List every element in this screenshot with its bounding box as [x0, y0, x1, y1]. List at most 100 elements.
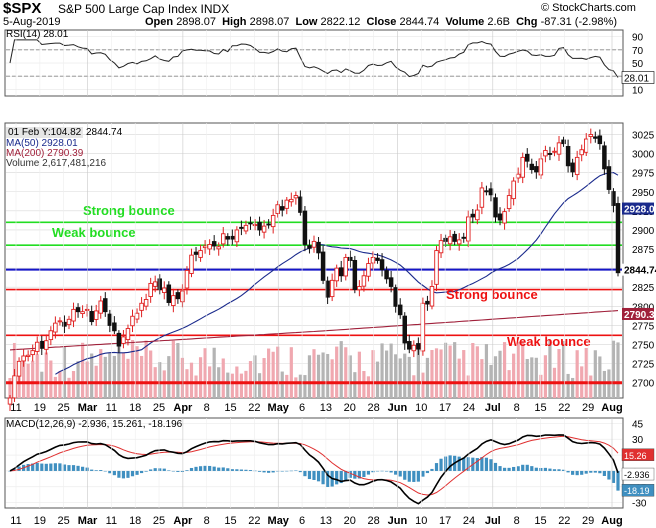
rsi-tick-label: 50	[632, 59, 644, 70]
volume-bar	[534, 357, 538, 398]
candle-body	[334, 267, 339, 282]
candle-body	[39, 340, 45, 349]
macd-x-tick-label: Aug	[601, 515, 622, 527]
volume-bar	[280, 371, 284, 398]
candle-body	[479, 187, 485, 208]
volume-bar	[226, 372, 230, 398]
volume-bar	[80, 342, 85, 398]
rsi-tick-label: 10	[632, 85, 644, 96]
candle-body	[488, 188, 494, 196]
volume-bar	[194, 375, 198, 398]
macd-histogram-bar	[298, 470, 302, 473]
candle-body	[189, 254, 194, 274]
price-x-tick-label: 25	[153, 402, 165, 414]
open-value: 2898.07	[176, 16, 216, 28]
candle-body	[443, 237, 448, 242]
macd-hist-tag	[621, 484, 655, 497]
candle-body	[130, 315, 135, 327]
macd-histogram-bar	[580, 470, 584, 475]
candle-body	[466, 216, 471, 242]
macd-histogram-bar	[121, 470, 126, 479]
macd-histogram-bar	[530, 466, 534, 471]
macd-histogram-bar	[276, 470, 280, 472]
volume-bar	[26, 363, 30, 398]
macd-histogram-bar	[507, 467, 511, 471]
candle-body	[248, 222, 253, 225]
macd-histogram-bar	[244, 469, 248, 471]
volume-bar	[312, 349, 316, 398]
macd-histogram-bar	[389, 470, 393, 473]
macd-histogram-bar	[430, 468, 434, 471]
macd-histogram-bar	[80, 466, 85, 471]
macd-histogram-bar	[552, 469, 557, 471]
candle-body	[148, 282, 153, 297]
candle-body	[48, 330, 54, 341]
volume-bar	[421, 372, 425, 398]
volume-bar	[611, 340, 616, 398]
candle-body	[511, 180, 516, 200]
candle-body	[579, 149, 584, 156]
candle-body	[25, 354, 31, 357]
volume-bar	[90, 353, 94, 398]
volume-bar	[267, 348, 271, 398]
volume-bar	[348, 355, 352, 398]
macd-x-tick-label: May	[268, 515, 290, 527]
price-x-tick-label: Apr	[173, 402, 193, 414]
candle-body	[30, 350, 35, 356]
candle-body	[316, 241, 321, 254]
volume-bar	[126, 358, 130, 398]
candle-body	[379, 259, 385, 271]
price-x-tick-label: May	[268, 402, 290, 414]
macd-histogram-bar	[593, 470, 597, 473]
candle-body	[21, 355, 26, 362]
candle-body	[561, 139, 566, 145]
copyright: © StockCharts.com	[541, 2, 636, 14]
macd-histogram-bar	[335, 470, 339, 485]
ma50-legend: MA(50) 2928.01	[6, 138, 78, 149]
volume-bar	[289, 347, 293, 398]
candle-body	[534, 166, 539, 173]
candle-body	[302, 210, 308, 245]
candle-body	[166, 284, 172, 303]
annotation-label: Strong bounce	[446, 287, 538, 302]
volume-bar	[584, 347, 588, 398]
volume-bar	[203, 348, 207, 398]
candle-body	[420, 302, 426, 352]
price-x-tick-label: 22	[248, 402, 260, 414]
macd-histogram-bar	[203, 465, 207, 471]
macd-x-tick-label: 17	[439, 515, 451, 527]
candle-body	[570, 162, 575, 173]
price-x-tick-label: Jun	[388, 402, 408, 414]
macd-histogram-bar	[571, 470, 575, 475]
high-label: High	[222, 16, 247, 28]
high-value: 2898.07	[249, 16, 290, 28]
price-value: 2844.74	[86, 127, 123, 138]
candle-body	[211, 241, 217, 247]
macd-histogram-bar	[475, 458, 479, 471]
close-tag	[622, 263, 654, 276]
ohlc-summary: Open 2898.07 High 2898.07 Low 2822.12 Cl…	[145, 16, 617, 28]
price-tick-label: 2700	[632, 379, 655, 390]
volume-bar	[443, 342, 448, 398]
volume-bar	[230, 373, 234, 398]
volume-bar	[31, 360, 35, 398]
price-tick-label: 2950	[632, 188, 655, 199]
macd-histogram-bar	[217, 467, 221, 471]
macd-histogram-bar	[512, 466, 516, 471]
macd-macd-tag	[621, 467, 655, 481]
candle-body	[93, 310, 99, 320]
macd-histogram-bar	[135, 470, 139, 475]
volume-bar	[571, 377, 575, 398]
macd-histogram-bar	[480, 457, 484, 471]
candle-body	[7, 397, 13, 405]
volume-bar	[539, 374, 543, 398]
volume-bar	[130, 340, 135, 398]
candle-body	[547, 153, 553, 155]
price-x-tick-label: 10	[415, 402, 427, 414]
macd-x-tick-label: 19	[34, 515, 46, 527]
macd-x-tick-label: 8	[514, 515, 520, 527]
candle-body	[411, 344, 417, 352]
candle-body	[225, 236, 231, 240]
price-x-tick-label: 15	[534, 402, 546, 414]
candle-body	[180, 290, 185, 303]
